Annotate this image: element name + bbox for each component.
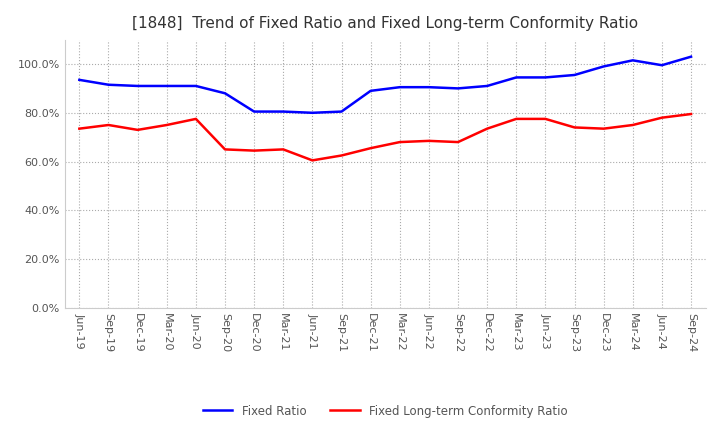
Line: Fixed Long-term Conformity Ratio: Fixed Long-term Conformity Ratio — [79, 114, 691, 160]
Fixed Ratio — [337, 109, 346, 114]
Fixed Long-term Conformity Ratio — [308, 158, 317, 163]
Fixed Ratio — [75, 77, 84, 82]
Fixed Ratio — [570, 72, 579, 77]
Fixed Ratio — [512, 75, 521, 80]
Fixed Long-term Conformity Ratio — [425, 138, 433, 143]
Fixed Long-term Conformity Ratio — [192, 116, 200, 121]
Fixed Long-term Conformity Ratio — [337, 153, 346, 158]
Fixed Ratio — [483, 83, 492, 88]
Fixed Long-term Conformity Ratio — [133, 127, 142, 132]
Fixed Long-term Conformity Ratio — [541, 116, 550, 121]
Fixed Ratio — [250, 109, 258, 114]
Fixed Ratio — [395, 84, 404, 90]
Fixed Ratio — [425, 84, 433, 90]
Fixed Ratio — [629, 58, 637, 63]
Fixed Long-term Conformity Ratio — [366, 146, 375, 151]
Fixed Long-term Conformity Ratio — [250, 148, 258, 153]
Fixed Long-term Conformity Ratio — [395, 139, 404, 145]
Fixed Ratio — [220, 91, 229, 96]
Fixed Ratio — [192, 83, 200, 88]
Fixed Ratio — [541, 75, 550, 80]
Fixed Long-term Conformity Ratio — [454, 139, 462, 145]
Title: [1848]  Trend of Fixed Ratio and Fixed Long-term Conformity Ratio: [1848] Trend of Fixed Ratio and Fixed Lo… — [132, 16, 638, 32]
Fixed Long-term Conformity Ratio — [512, 116, 521, 121]
Fixed Ratio — [104, 82, 113, 88]
Legend: Fixed Ratio, Fixed Long-term Conformity Ratio: Fixed Ratio, Fixed Long-term Conformity … — [198, 400, 572, 422]
Fixed Long-term Conformity Ratio — [163, 122, 171, 128]
Fixed Long-term Conformity Ratio — [687, 111, 696, 117]
Fixed Long-term Conformity Ratio — [599, 126, 608, 131]
Fixed Ratio — [657, 62, 666, 68]
Fixed Long-term Conformity Ratio — [483, 126, 492, 131]
Fixed Ratio — [599, 64, 608, 69]
Fixed Long-term Conformity Ratio — [104, 122, 113, 128]
Fixed Ratio — [133, 83, 142, 88]
Fixed Ratio — [163, 83, 171, 88]
Fixed Ratio — [308, 110, 317, 115]
Fixed Long-term Conformity Ratio — [220, 147, 229, 152]
Fixed Ratio — [687, 54, 696, 59]
Line: Fixed Ratio: Fixed Ratio — [79, 57, 691, 113]
Fixed Long-term Conformity Ratio — [75, 126, 84, 131]
Fixed Ratio — [366, 88, 375, 93]
Fixed Long-term Conformity Ratio — [279, 147, 287, 152]
Fixed Long-term Conformity Ratio — [570, 125, 579, 130]
Fixed Ratio — [454, 86, 462, 91]
Fixed Ratio — [279, 109, 287, 114]
Fixed Long-term Conformity Ratio — [629, 122, 637, 128]
Fixed Long-term Conformity Ratio — [657, 115, 666, 120]
